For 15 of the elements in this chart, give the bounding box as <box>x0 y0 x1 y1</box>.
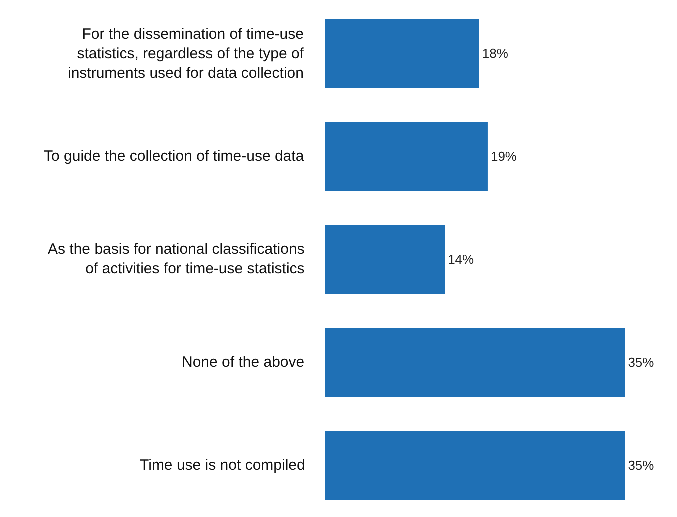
data-label: 19% <box>490 149 518 164</box>
bar <box>325 431 626 500</box>
bar <box>325 122 488 192</box>
data-label: 18% <box>482 46 509 62</box>
y-tick-label: As the basis for national classifications of activities for time-use statistics <box>48 241 305 278</box>
bar <box>325 19 480 88</box>
bar <box>325 328 626 398</box>
data-label: 35% <box>628 355 655 370</box>
y-tick-label: Time use is not compiled <box>140 457 306 474</box>
y-tick-label: For the dissemination of time-use statistics, regardless of the type of instruments used for data collection <box>68 26 305 82</box>
data-label: 14% <box>448 252 475 268</box>
data-label: 35% <box>628 458 655 474</box>
bar <box>325 225 446 294</box>
y-tick-label: None of the above <box>182 354 305 371</box>
y-tick-label: To guide the collection of time-use data <box>44 148 305 165</box>
